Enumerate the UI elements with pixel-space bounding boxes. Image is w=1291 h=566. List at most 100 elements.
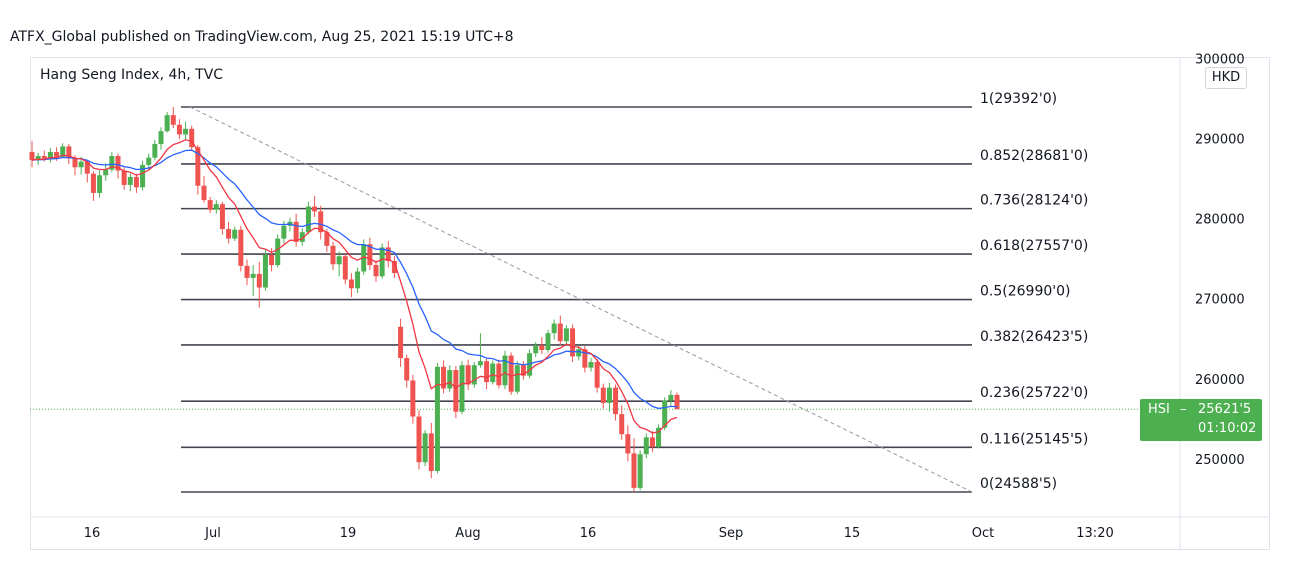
fib-level-label: 0.852(28681'0)	[980, 148, 1088, 164]
candle-body	[140, 164, 146, 188]
bar-countdown: 01:10:02	[1198, 421, 1257, 436]
moving-average-fast	[31, 139, 678, 434]
candle-body	[78, 161, 84, 168]
candle-body	[72, 158, 78, 168]
candle-body	[213, 204, 219, 210]
candle-body	[514, 365, 520, 392]
candle-body	[434, 366, 440, 472]
candle-body	[355, 271, 361, 289]
candle-body	[299, 232, 305, 242]
fib-level-label: 0.236(25722'0)	[980, 385, 1088, 401]
candle-body	[312, 206, 318, 212]
y-tick-label: 300000	[1195, 52, 1245, 67]
candle-body	[404, 358, 410, 381]
candle-body	[502, 355, 508, 386]
candle-body	[336, 256, 342, 265]
candle-body	[613, 387, 619, 415]
candle-body	[588, 362, 594, 368]
x-tick-label: Aug	[455, 526, 480, 541]
fib-level-label: 1(29392'0)	[980, 91, 1057, 107]
fib-level-label: 0.382(26423'5)	[980, 329, 1088, 345]
chart-frame	[30, 57, 1270, 550]
candle-body	[195, 147, 201, 186]
x-tick-label: Oct	[972, 526, 994, 541]
x-tick-label: 13:20	[1076, 526, 1113, 541]
candle-body	[606, 387, 612, 403]
trend-line	[189, 106, 973, 493]
candle-body	[643, 437, 649, 455]
candle-body	[189, 128, 195, 148]
candle-body	[656, 427, 662, 447]
candle-body	[551, 323, 557, 334]
y-tick-label: 290000	[1195, 132, 1245, 147]
candle-body	[330, 245, 336, 265]
candle-body	[416, 416, 422, 463]
candle-body	[127, 176, 133, 185]
candle-body	[207, 200, 213, 210]
x-tick-label: 16	[580, 526, 597, 541]
candle-body	[90, 173, 96, 193]
candle-body	[324, 232, 330, 246]
symbol-title: Hang Seng Index, 4h, TVC	[40, 67, 224, 83]
candle-body	[293, 221, 299, 242]
candle-body	[649, 437, 655, 447]
candle-body	[176, 124, 182, 135]
candle-body	[570, 328, 576, 357]
candle-body	[269, 254, 275, 266]
candle-body	[379, 247, 385, 277]
candle-body	[520, 365, 526, 376]
candle-body	[133, 176, 139, 188]
x-tick-label: Sep	[719, 526, 744, 541]
candle-body	[625, 434, 631, 454]
candle-body	[54, 152, 60, 157]
fib-level-label: 0.618(27557'0)	[980, 238, 1088, 254]
candle-body	[674, 394, 680, 410]
candle-body	[668, 394, 674, 401]
candle-body	[490, 363, 496, 383]
x-tick-label: 19	[340, 526, 357, 541]
currency-badge[interactable]: HKD	[1205, 67, 1247, 89]
candle-body	[29, 152, 35, 161]
candle-body	[398, 326, 404, 359]
fib-level-label: 0(24588'5)	[980, 476, 1057, 492]
candle-body	[594, 362, 600, 388]
candle-body	[563, 328, 569, 342]
candle-body	[582, 349, 588, 368]
candle-body	[662, 400, 668, 428]
candle-body	[66, 146, 72, 159]
candle-body	[557, 323, 563, 342]
candle-body	[183, 128, 189, 135]
candle-body	[262, 254, 268, 288]
candle-body	[428, 433, 434, 472]
candle-body	[373, 265, 379, 277]
candle-body	[447, 370, 453, 389]
candle-body	[281, 225, 287, 239]
candle-body	[453, 370, 459, 412]
candle-body	[348, 279, 354, 289]
candle-body	[109, 156, 115, 170]
candle-body	[103, 169, 109, 176]
candle-body	[84, 161, 90, 174]
candle-body	[637, 454, 643, 488]
candle-body	[539, 345, 545, 351]
candle-body	[422, 433, 428, 463]
candle-body	[471, 365, 477, 385]
candle-body	[238, 229, 244, 266]
candle-body	[342, 256, 348, 280]
x-tick-label: 16	[84, 526, 101, 541]
candle-body	[465, 365, 471, 385]
candle-body	[170, 115, 176, 125]
last-price-tag: HSI – 25621'5 01:10:02	[1140, 399, 1262, 441]
candle-body	[385, 247, 391, 262]
candle-body	[477, 361, 483, 366]
candle-body	[60, 146, 66, 157]
candle-body	[576, 349, 582, 357]
candle-body	[600, 387, 606, 403]
price-tag-dash: –	[1180, 402, 1187, 417]
candle-body	[219, 204, 225, 229]
moving-average-slow	[31, 149, 678, 410]
candle-body	[201, 185, 207, 201]
candle-body	[115, 156, 121, 171]
x-tick-label: Jul	[204, 526, 221, 541]
